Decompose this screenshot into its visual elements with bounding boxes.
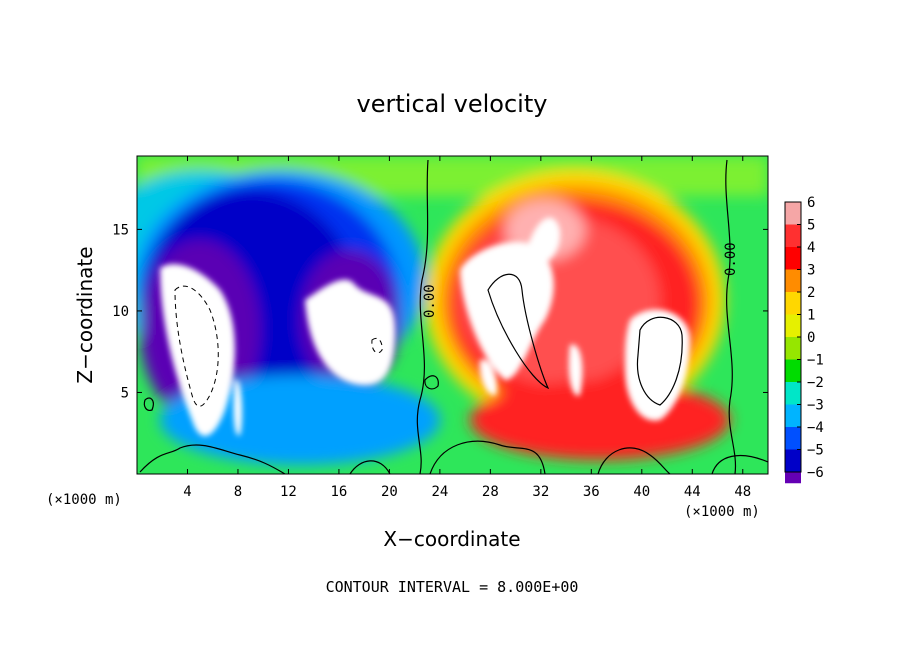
x-tick-label: 8 bbox=[234, 484, 242, 500]
colorbar-swatch bbox=[785, 314, 801, 337]
x-tick-label: 44 bbox=[684, 484, 701, 500]
x-tick-label: 36 bbox=[583, 484, 600, 500]
x-unit-label-left: (×1000 m) bbox=[46, 492, 122, 508]
colorbar-label: −3 bbox=[807, 398, 824, 414]
chart-title: vertical velocity bbox=[357, 90, 548, 118]
plot-frame bbox=[136, 155, 769, 475]
colorbar-swatch bbox=[785, 269, 801, 292]
x-tick-label: 48 bbox=[734, 484, 751, 500]
colorbar-swatch bbox=[785, 224, 801, 247]
colorbar-swatch bbox=[785, 449, 801, 472]
colorbar: 6 5 4 3 2 1 0 −1 −2 −3 −4 −5 −6 bbox=[784, 195, 824, 484]
colorbar-label: −1 bbox=[807, 353, 824, 369]
contour-label: 0.00 bbox=[422, 284, 438, 318]
x-tick-label: 12 bbox=[280, 484, 297, 500]
colorbar-swatch bbox=[785, 404, 801, 427]
contour-interval: CONTOUR INTERVAL = 8.000E+00 bbox=[326, 578, 579, 596]
x-tick-label: 16 bbox=[330, 484, 347, 500]
x-axis: 4 8 12 16 20 24 28 32 36 40 44 48 bbox=[183, 156, 751, 500]
y-axis-title: Z−coordinate bbox=[73, 246, 97, 383]
colorbar-label: 2 bbox=[807, 285, 815, 301]
colorbar-swatch bbox=[785, 202, 801, 225]
colorbar-swatch bbox=[785, 337, 801, 360]
colorbar-label: 1 bbox=[807, 308, 815, 324]
x-tick-label: 24 bbox=[431, 484, 448, 500]
x-tick-label: 28 bbox=[482, 484, 499, 500]
y-axis: 5 10 15 bbox=[112, 222, 768, 401]
x-tick-label: 32 bbox=[532, 484, 549, 500]
colorbar-label: 4 bbox=[807, 240, 815, 256]
colorbar-swatch bbox=[785, 382, 801, 405]
colorbar-label: −2 bbox=[807, 375, 824, 391]
x-unit-label-right: (×1000 m) bbox=[684, 504, 760, 520]
y-tick-label: 15 bbox=[112, 222, 129, 238]
colorbar-label: 5 bbox=[807, 218, 815, 234]
colorbar-swatch bbox=[785, 427, 801, 450]
colorbar-swatch bbox=[785, 292, 801, 315]
colorbar-label: 6 bbox=[807, 195, 815, 211]
x-tick-label: 20 bbox=[381, 484, 398, 500]
y-tick-label: 5 bbox=[121, 385, 129, 401]
x-axis-title: X−coordinate bbox=[383, 527, 520, 551]
colorbar-swatch bbox=[785, 359, 801, 382]
colorbar-label: 3 bbox=[807, 263, 815, 279]
x-tick-label: 40 bbox=[633, 484, 650, 500]
contour-label: 0.00 bbox=[723, 242, 739, 276]
colorbar-swatch bbox=[785, 247, 801, 270]
y-tick-label: 10 bbox=[112, 304, 129, 320]
colorbar-label: −6 bbox=[807, 465, 824, 481]
colorbar-label: −5 bbox=[807, 443, 824, 459]
x-tick-label: 4 bbox=[183, 484, 191, 500]
colorbar-label: −4 bbox=[807, 420, 824, 436]
heatmap-field bbox=[137, 156, 768, 474]
colorbar-swatch bbox=[785, 472, 801, 484]
colorbar-label: 0 bbox=[807, 330, 815, 346]
